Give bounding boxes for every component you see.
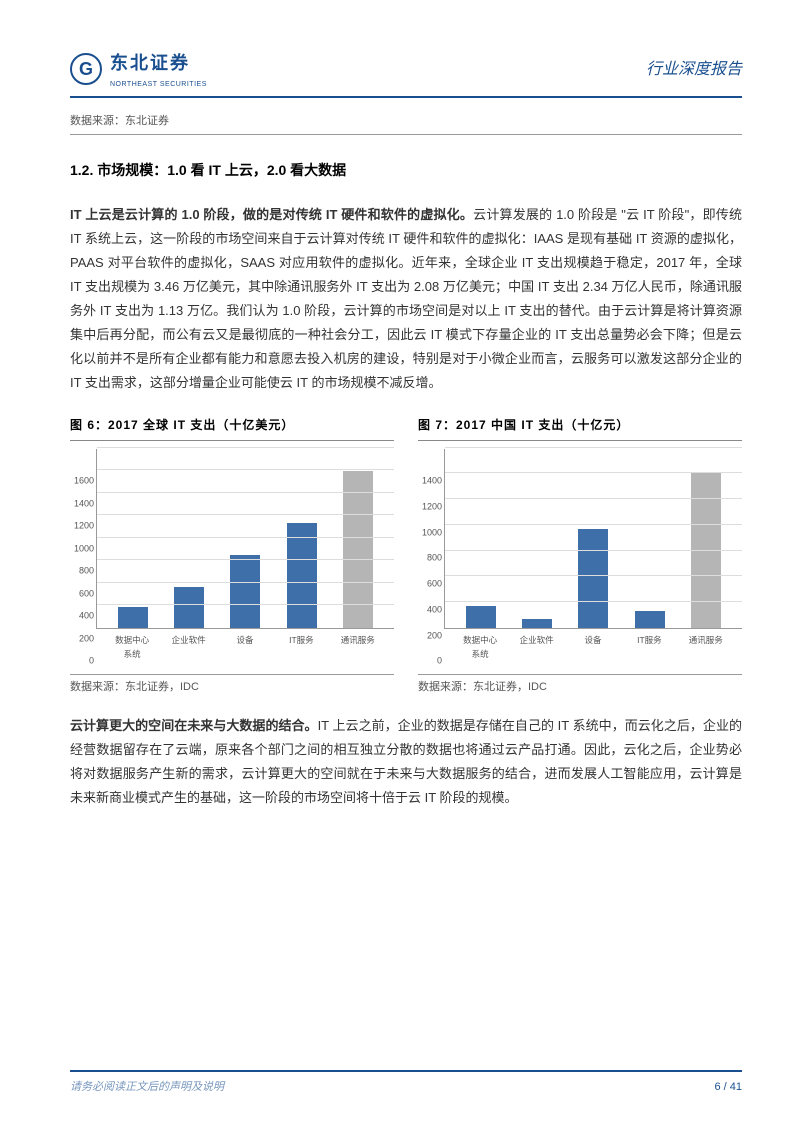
chart-gridline	[445, 524, 742, 525]
chart-x-label: 企业软件	[517, 633, 557, 662]
chart-x-label: 通讯服务	[686, 633, 726, 662]
chart-7-x-labels: 数据中心系统企业软件设备 IT服务通讯服务	[444, 629, 742, 662]
chart-x-label: 设备	[573, 633, 613, 662]
chart-gridline	[445, 472, 742, 473]
chart-x-label: IT服务	[629, 633, 669, 662]
chart-y-tick: 400	[418, 603, 442, 618]
chart-gridline	[97, 514, 394, 515]
chart-7-column: 图 7：2017 中国 IT 支出（十亿元） 数据中心系统企业软件设备 IT服务通…	[418, 415, 742, 696]
chart-gridline	[445, 550, 742, 551]
chart-y-tick: 600	[418, 577, 442, 592]
chart-bar	[118, 607, 148, 627]
chart-bar	[578, 529, 608, 628]
chart-y-tick: 800	[418, 551, 442, 566]
chart-y-tick: 400	[70, 609, 94, 624]
chart-x-label: 企业软件	[169, 633, 209, 662]
chart-7-title: 图 7：2017 中国 IT 支出（十亿元）	[418, 415, 742, 440]
chart-y-tick: 0	[70, 654, 94, 669]
chart-gridline	[445, 601, 742, 602]
paragraph-2-lead: 云计算更大的空间在未来与大数据的结合。	[70, 718, 318, 733]
logo-text: 东北证券 NORTHEAST SECURITIES	[110, 48, 207, 90]
logo-name-en: NORTHEAST SECURITIES	[110, 79, 207, 91]
chart-6-source: 数据来源：东北证券，IDC	[70, 674, 394, 697]
chart-y-tick: 200	[70, 631, 94, 646]
chart-gridline	[97, 604, 394, 605]
footer-disclaimer: 请务必阅读正文后的声明及说明	[70, 1078, 224, 1097]
chart-gridline	[97, 469, 394, 470]
chart-x-label: 设备	[225, 633, 265, 662]
chart-y-tick: 800	[70, 564, 94, 579]
chart-y-tick: 200	[418, 628, 442, 643]
chart-6-title: 图 6：2017 全球 IT 支出（十亿美元）	[70, 415, 394, 440]
chart-gridline	[97, 559, 394, 560]
chart-y-tick: 1600	[70, 474, 94, 489]
chart-bar	[174, 587, 204, 628]
chart-bar	[522, 619, 552, 628]
chart-gridline	[97, 492, 394, 493]
logo-name-cn: 东北证券	[110, 48, 207, 79]
chart-x-label: 通讯服务	[338, 633, 378, 662]
chart-gridline	[97, 537, 394, 538]
chart-6-column: 图 6：2017 全球 IT 支出（十亿美元） 数据中心系统企业软件设备 IT服务…	[70, 415, 394, 696]
chart-bar	[635, 611, 665, 628]
chart-y-tick: 1000	[70, 541, 94, 556]
chart-gridline	[445, 498, 742, 499]
chart-y-tick: 1400	[70, 496, 94, 511]
paragraph-2: 云计算更大的空间在未来与大数据的结合。IT 上云之前，企业的数据是存储在自己的 …	[70, 714, 742, 810]
chart-x-label: IT服务	[281, 633, 321, 662]
logo-icon: G	[70, 53, 102, 85]
chart-y-tick: 0	[418, 654, 442, 669]
page-footer: 请务必阅读正文后的声明及说明 6 / 41	[70, 1070, 742, 1097]
chart-y-tick: 1000	[418, 525, 442, 540]
chart-gridline	[445, 447, 742, 448]
logo-glyph: G	[79, 54, 93, 85]
chart-y-tick: 1400	[418, 474, 442, 489]
chart-y-tick: 600	[70, 586, 94, 601]
paragraph-1-lead: IT 上云是云计算的 1.0 阶段，做的是对传统 IT 硬件和软件的虚拟化。	[70, 207, 473, 222]
chart-7-source: 数据来源：东北证券，IDC	[418, 674, 742, 697]
chart-6-plot-area	[96, 449, 394, 629]
charts-row: 图 6：2017 全球 IT 支出（十亿美元） 数据中心系统企业软件设备IT服务…	[70, 415, 742, 696]
report-type-title: 行业深度报告	[646, 56, 742, 83]
chart-6-wrapper: 数据中心系统企业软件设备IT服务通讯服务 0200400600800100012…	[70, 449, 394, 662]
top-data-source: 数据来源：东北证券	[70, 112, 742, 135]
chart-bar	[230, 555, 260, 628]
chart-7-plot-area	[444, 449, 742, 629]
chart-gridline	[97, 582, 394, 583]
chart-bar	[466, 606, 496, 628]
section-heading: 1.2. 市场规模：1.0 看 IT 上云，2.0 看大数据	[70, 159, 742, 183]
chart-x-label: 数据中心系统	[112, 633, 152, 662]
chart-gridline	[97, 447, 394, 448]
chart-7-wrapper: 数据中心系统企业软件设备IT服务通讯服务 0200400600800100012…	[418, 449, 742, 662]
paragraph-1-body: 云计算发展的 1.0 阶段是 "云 IT 阶段"，即传统 IT 系统上云，这一阶…	[70, 207, 742, 390]
logo-area: G 东北证券 NORTHEAST SECURITIES	[70, 48, 207, 90]
chart-bar	[287, 523, 317, 628]
chart-gridline	[445, 575, 742, 576]
chart-y-tick: 1200	[70, 519, 94, 534]
page-header: G 东北证券 NORTHEAST SECURITIES 行业深度报告	[70, 48, 742, 98]
chart-x-label: 数据中心系统	[460, 633, 500, 662]
page-number: 6 / 41	[714, 1078, 742, 1097]
paragraph-1: IT 上云是云计算的 1.0 阶段，做的是对传统 IT 硬件和软件的虚拟化。云计…	[70, 203, 742, 395]
chart-y-tick: 1200	[418, 500, 442, 515]
chart-6-x-labels: 数据中心系统企业软件设备 IT服务通讯服务	[96, 629, 394, 662]
chart-6-bars	[97, 449, 394, 628]
